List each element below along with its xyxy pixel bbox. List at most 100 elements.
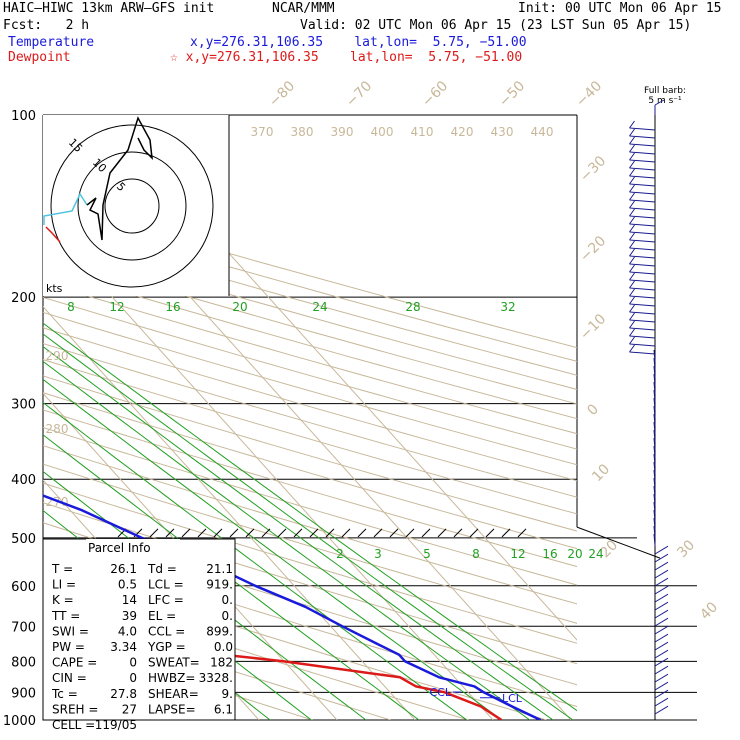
wind-barb — [653, 501, 656, 515]
mixing-ratio-label: 24 — [588, 547, 603, 561]
wind-barb — [653, 453, 656, 467]
wind-barb — [654, 689, 669, 699]
wind-barb — [654, 641, 669, 651]
wind-barb — [629, 279, 656, 283]
dry-adiabat-line — [43, 212, 577, 362]
wind-barb — [629, 215, 656, 219]
wind-barb — [629, 151, 656, 155]
parcel-key: HWBZ= — [148, 671, 195, 685]
parcel-key: PW = — [52, 640, 85, 654]
isotherm-line — [43, 219, 494, 720]
stable-layer-hatch — [501, 528, 511, 538]
wind-barb — [629, 263, 656, 267]
parcel-key: LI = — [52, 578, 76, 592]
wind-barb-flag — [629, 216, 635, 225]
mixing-ratio-line — [43, 401, 468, 720]
wind-barb-flag — [629, 152, 635, 161]
wind-barb-flag — [629, 240, 635, 249]
theta-label: 380 — [291, 125, 314, 139]
dry-adiabat-line — [43, 327, 577, 482]
wind-barb — [653, 365, 656, 379]
temperature-label: Temperature — [8, 35, 95, 50]
stable-layer-hatch — [293, 528, 303, 538]
parcel-info-box — [42, 538, 236, 721]
parcel-value: 0. — [222, 593, 233, 607]
parcel-key: Tc = — [51, 687, 78, 701]
wind-barb-flag — [629, 184, 635, 193]
wind-barb-flag — [629, 120, 635, 129]
stable-layer-hatch — [165, 528, 175, 538]
wind-barb — [629, 199, 656, 203]
mixing-ratio-label: 8 — [67, 300, 75, 314]
wind-barb-flag — [629, 128, 635, 137]
parcel-title: Parcel Info — [88, 541, 151, 555]
wind-barb — [653, 485, 656, 499]
wind-barb — [653, 413, 656, 427]
parcel-value: 4.0 — [118, 624, 137, 638]
wind-barb — [629, 295, 656, 299]
dry-adiabat-line — [43, 445, 577, 605]
pressure-tick-label: 1000 — [3, 714, 36, 729]
wind-barb — [654, 697, 669, 707]
pressure-tick-label: 100 — [11, 109, 36, 124]
wind-barb — [653, 389, 656, 403]
parcel-key: T = — [51, 562, 73, 576]
isotherm-label: −10 — [577, 311, 609, 343]
init-time: Init: 00 UTC Mon 06 Apr 15 — [518, 1, 722, 16]
parcel-key: CIN = — [52, 671, 87, 685]
pressure-tick-label: 400 — [11, 473, 36, 488]
wind-legend-title: Full barb: — [644, 86, 686, 96]
stable-layer-hatch — [453, 528, 463, 538]
wind-barb — [654, 633, 669, 643]
dewpoint-location: ☆ x,y=276.31,106.35 lat,lon= 5.75, −51.0… — [170, 50, 523, 65]
parcel-value: 39 — [122, 609, 137, 623]
wind-barb — [654, 553, 669, 563]
isotherm-label: 0 — [584, 401, 602, 419]
wind-barb — [653, 533, 656, 547]
wind-barb-flag — [629, 304, 635, 313]
wind-barb-flag — [629, 296, 635, 305]
pressure-tick-label: 700 — [11, 620, 36, 635]
parcel-value: 3328. — [199, 671, 233, 685]
stable-layer-hatch — [485, 528, 495, 538]
wind-barb — [654, 681, 669, 691]
wind-legend-unit: 5 m s⁻¹ — [648, 96, 682, 106]
mixing-ratio-label: 24 — [312, 300, 327, 314]
wind-barb-flag — [629, 344, 635, 353]
wind-barb — [654, 657, 669, 667]
parcel-key: Td = — [147, 562, 177, 576]
dry-adiabat-line — [43, 225, 577, 376]
dewpoint-label: Dewpoint — [8, 50, 71, 65]
parcel-value: 21.1 — [206, 562, 233, 576]
theta-label: 440 — [531, 125, 554, 139]
wind-barb — [629, 255, 656, 259]
wind-barb-flag — [629, 232, 635, 241]
parcel-value: 27 — [122, 702, 137, 716]
wind-barb — [653, 461, 656, 475]
forecast-hour: Fcst: 2 h — [3, 18, 90, 33]
pressure-tick-label: 500 — [11, 532, 36, 547]
stable-layer-hatch — [341, 528, 351, 538]
wind-barb-flag — [629, 168, 635, 177]
theta-label: 370 — [251, 125, 274, 139]
parcel-key: SHEAR= — [148, 687, 199, 701]
stable-layer-hatch — [197, 528, 207, 538]
isotherm-label: −40 — [573, 78, 605, 110]
wind-barb — [654, 593, 669, 603]
theta-label: 430 — [491, 125, 514, 139]
wind-barb — [629, 127, 656, 131]
theta-label: 390 — [331, 125, 354, 139]
stable-layer-hatch — [245, 528, 255, 538]
wind-barb — [653, 477, 656, 491]
dry-adiabat-line — [43, 586, 469, 720]
wind-barb — [654, 561, 669, 571]
stable-layer-hatch — [469, 528, 479, 538]
wind-barb — [629, 143, 656, 147]
hodograph-ring — [104, 178, 160, 234]
hodograph-trace-upper — [86, 116, 153, 241]
mixing-ratio-label: 32 — [500, 300, 515, 314]
valid-time: Valid: 02 UTC Mon 06 Apr 15 (23 LST Sun … — [300, 18, 692, 33]
wind-barb — [629, 231, 656, 235]
mixing-ratio-label: 5 — [423, 547, 431, 561]
wind-barb — [629, 319, 656, 323]
